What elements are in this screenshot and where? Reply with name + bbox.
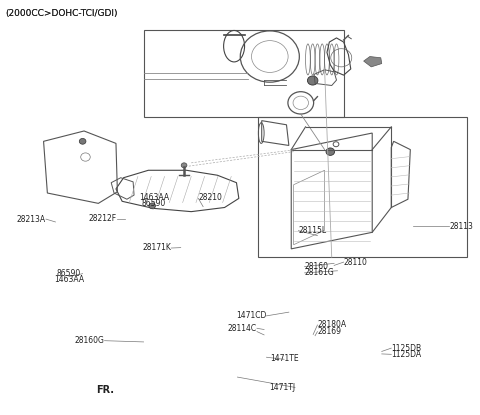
- Text: 1471CD: 1471CD: [236, 311, 266, 320]
- Text: FR.: FR.: [96, 385, 114, 395]
- Text: 28210: 28210: [198, 193, 222, 202]
- Text: 28180A: 28180A: [317, 320, 347, 330]
- Bar: [258, 117, 468, 257]
- Circle shape: [149, 203, 156, 209]
- Text: (2000CC>DOHC-TCI/GDI): (2000CC>DOHC-TCI/GDI): [5, 9, 118, 18]
- Text: 1125DA: 1125DA: [391, 350, 421, 359]
- Bar: [144, 29, 344, 117]
- Text: 28160G: 28160G: [75, 336, 105, 345]
- Text: 28160: 28160: [305, 262, 329, 271]
- Text: (2000CC>DOHC-TCI/GDI): (2000CC>DOHC-TCI/GDI): [5, 9, 118, 18]
- Polygon shape: [364, 56, 382, 67]
- Text: 28212F: 28212F: [89, 214, 117, 223]
- Text: 28110: 28110: [344, 258, 368, 266]
- Text: 86590: 86590: [142, 199, 166, 208]
- Text: 28113: 28113: [449, 222, 473, 231]
- Circle shape: [79, 139, 86, 144]
- Text: 1463AA: 1463AA: [54, 275, 84, 284]
- Text: 1125DB: 1125DB: [391, 344, 421, 353]
- Circle shape: [181, 163, 187, 168]
- Text: 1471TJ: 1471TJ: [269, 383, 295, 392]
- Text: 28114C: 28114C: [228, 324, 257, 333]
- Text: 28161G: 28161G: [305, 269, 335, 277]
- Text: 28213A: 28213A: [17, 215, 46, 224]
- Text: 28169: 28169: [317, 327, 341, 336]
- Text: 28171K: 28171K: [143, 243, 171, 252]
- Circle shape: [326, 148, 335, 155]
- Text: 86590: 86590: [57, 269, 81, 278]
- Text: 28115L: 28115L: [299, 226, 326, 235]
- Text: 1463AA: 1463AA: [139, 193, 169, 202]
- Text: 1471TE: 1471TE: [270, 354, 299, 363]
- Circle shape: [307, 76, 318, 85]
